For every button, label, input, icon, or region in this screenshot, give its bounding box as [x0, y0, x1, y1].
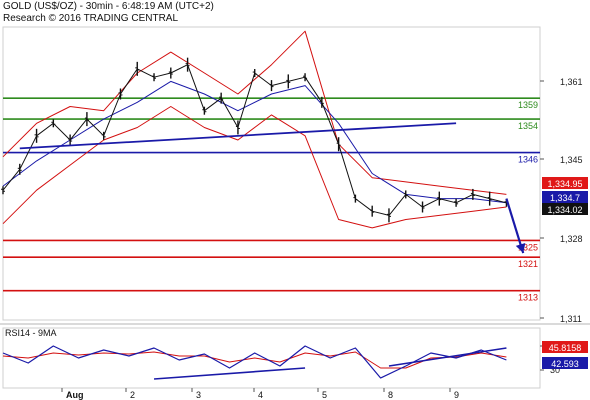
rsi-value-tag-bg: [542, 357, 588, 369]
x-tick-label: 3: [196, 390, 201, 400]
y-tick-label: 1,361: [560, 77, 583, 87]
chart-title: GOLD (US$/OZ) - 30min - 6:48:19 AM (UTC+…: [3, 1, 214, 12]
rsi-trendline: [153, 367, 306, 380]
x-tick-label: 5: [322, 390, 327, 400]
price-tag-bg: [542, 177, 588, 189]
x-tick-label: 4: [258, 390, 263, 400]
rsi-panel-title: RSI14 - 9MA: [5, 328, 57, 338]
price-line: [2, 64, 507, 216]
forecast-arrow-head: [515, 242, 526, 254]
x-tick-label: 8: [388, 390, 393, 400]
lower-band: [2, 106, 507, 229]
level-label-1354: 1354: [518, 121, 538, 131]
rsi-value-tag-label: 45.8158: [549, 343, 582, 353]
level-label-1325: 1325: [518, 242, 538, 252]
price-tag-label: 1,334.02: [547, 205, 582, 215]
price-tag-label: 1,334.95: [547, 179, 582, 189]
y-tick-label: 1,328: [560, 234, 583, 244]
level-label-1313: 1313: [518, 293, 538, 303]
rsi-y-tick-label: 30: [550, 365, 560, 375]
moving-average-line: [2, 80, 507, 204]
x-tick-label: 2: [130, 390, 135, 400]
y-tick-label: 1,311: [560, 314, 582, 324]
level-label-1359: 1359: [518, 100, 538, 110]
main-panel-frame: [2, 26, 541, 321]
price-tag-label: 1,334.7: [550, 193, 580, 203]
price-tag-bg: [542, 203, 588, 215]
level-label-1321: 1321: [518, 259, 538, 269]
level-label-1346: 1346: [518, 155, 538, 165]
rsi-value-tag-bg: [542, 341, 588, 353]
chart-credit: Research © 2016 TRADING CENTRAL: [3, 13, 179, 24]
rsi-trendline: [388, 347, 507, 367]
support-trendline: [19, 122, 457, 150]
upper-band: [2, 30, 507, 195]
x-tick-label: Aug: [66, 390, 84, 400]
rsi-panel-frame: [2, 327, 541, 389]
rsi-value-tag-label: 42.593: [551, 359, 579, 369]
rsi-line: [2, 345, 507, 379]
y-tick-label: 1,345: [560, 155, 583, 165]
x-tick-label: 9: [454, 390, 459, 400]
price-tag-bg: [542, 191, 588, 203]
forecast-arrow-shaft: [505, 198, 525, 254]
